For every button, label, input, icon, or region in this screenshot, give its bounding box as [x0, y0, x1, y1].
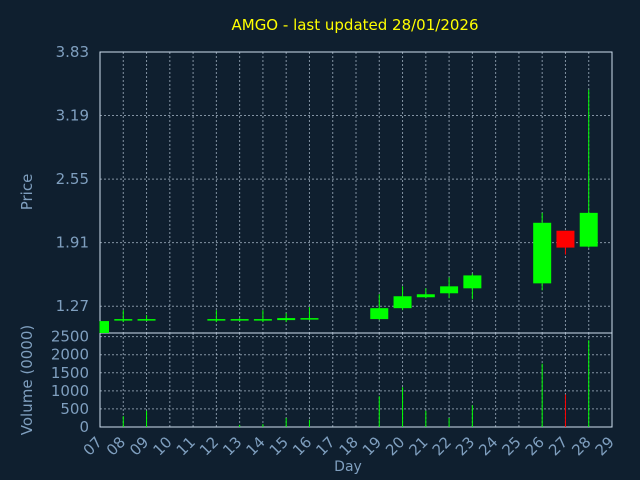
price-tick-labels: 3.83 3.19 2.55 1.91 1.27	[56, 43, 89, 315]
volume-bars	[122, 340, 590, 427]
price-tick-label: 3.19	[56, 107, 89, 125]
candle-body	[137, 319, 156, 321]
candle-16	[300, 307, 319, 321]
x-tick-label: 29	[592, 433, 618, 459]
candle-12	[207, 310, 226, 323]
candle-body	[579, 212, 598, 247]
candle-body	[100, 321, 109, 333]
volume-tick-label: 0	[79, 418, 89, 436]
candle-body	[463, 275, 482, 289]
candle-21	[416, 288, 435, 299]
candle-body	[556, 230, 575, 248]
candle-19	[370, 294, 389, 321]
candle-26	[533, 212, 552, 291]
volume-plot-frame	[99, 332, 613, 428]
candle-body	[533, 222, 552, 284]
candles	[99, 89, 598, 333]
volume-tick-label: 2500	[51, 328, 89, 346]
price-tick-label: 2.55	[56, 170, 89, 188]
candle-body	[416, 294, 435, 298]
x-tick-labels: 0708091011121314151617181920212223242526…	[80, 433, 618, 459]
candle-08	[114, 310, 133, 323]
candle-23	[463, 273, 482, 300]
candle-body	[207, 319, 226, 321]
candle-09	[137, 315, 156, 322]
volume-tick-label: 1000	[51, 382, 89, 400]
candle-body	[253, 319, 272, 321]
candle-body	[393, 296, 412, 309]
candle-body	[114, 319, 133, 321]
candle-20	[393, 286, 412, 311]
price-tick-label: 1.91	[56, 234, 89, 252]
candle-body	[277, 318, 296, 321]
price-tick-label: 3.83	[56, 43, 89, 61]
volume-tick-label: 500	[60, 400, 89, 418]
candle-28	[579, 89, 598, 248]
candle-body	[230, 319, 249, 321]
candle-27	[556, 230, 575, 255]
chart-title: AMGO - last updated 28/01/2026	[231, 16, 478, 34]
price-tick-label: 1.27	[56, 297, 89, 315]
candle-body	[300, 318, 319, 320]
candle-13	[230, 318, 249, 322]
volume-tick-label: 2000	[51, 346, 89, 364]
price-axis-label: Price	[18, 174, 36, 211]
candle-22	[440, 277, 459, 299]
candle-body	[440, 286, 459, 294]
x-axis-label: Day	[334, 459, 362, 475]
candle-15	[277, 313, 296, 323]
candle-07	[99, 321, 109, 333]
volume-gridlines	[99, 333, 613, 427]
volume-axis-label: Volume (0000)	[18, 325, 36, 435]
candle-body	[370, 308, 389, 320]
price-gridlines	[99, 51, 613, 333]
volume-tick-label: 1500	[51, 364, 89, 382]
candle-14	[253, 310, 272, 323]
